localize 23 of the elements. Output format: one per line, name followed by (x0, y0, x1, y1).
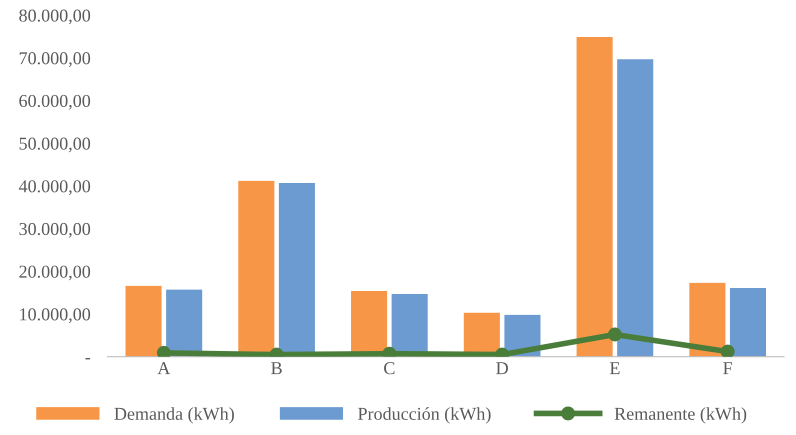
bar (576, 36, 613, 357)
y-tick-label: 30.000,00 (19, 222, 90, 238)
bar (730, 288, 766, 357)
y-tick-label: 70.000,00 (20, 52, 90, 67)
x-tick-label: A (158, 362, 170, 374)
bar (689, 282, 726, 357)
x-tick-label: D (496, 362, 508, 374)
legend-label: Producción (kWh) (358, 407, 491, 424)
y-tick-label: 10.000,00 (20, 308, 90, 324)
x-tick-label: E (610, 362, 620, 374)
legend-label: Demanda (kWh) (114, 407, 234, 424)
y-tick-label: 40.000,00 (18, 180, 90, 196)
x-tick-label: B (271, 362, 282, 374)
bar (126, 286, 162, 357)
x-tick-label: C (384, 362, 394, 374)
y-tick-label: 80.000,00 (19, 9, 90, 24)
bar (617, 59, 654, 357)
x-tick-label: F (723, 362, 732, 374)
y-tick-label: 50.000,00 (20, 138, 90, 152)
legend-label: Remanente (kWh) (614, 407, 746, 424)
y-tick-label: - (85, 358, 90, 360)
y-tick-label: 20.000,00 (19, 266, 90, 280)
y-tick-label: 60.000,00 (19, 94, 90, 110)
